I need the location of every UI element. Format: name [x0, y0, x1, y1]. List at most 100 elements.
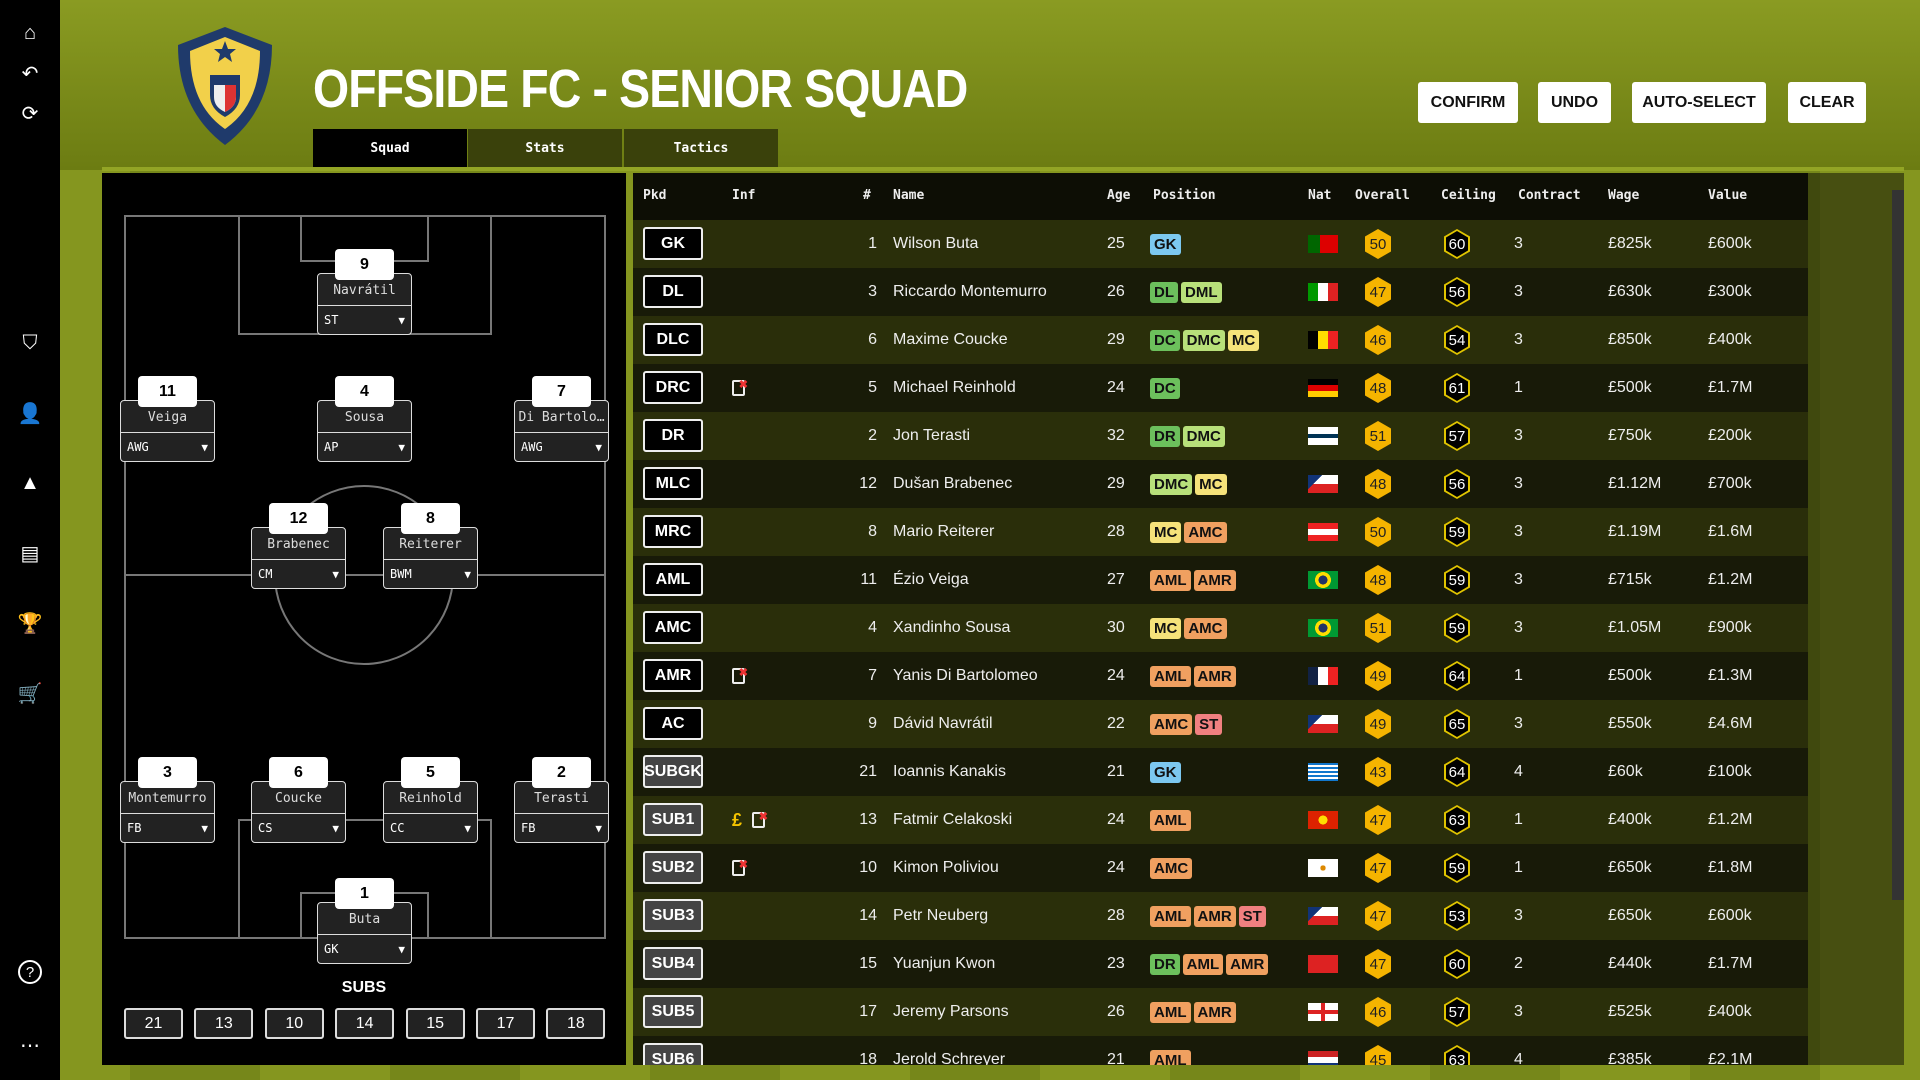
role-dropdown[interactable]: FB ▼: [515, 814, 608, 842]
sub-slot-button[interactable]: 18: [546, 1008, 606, 1039]
picked-slot-button[interactable]: SUB2: [643, 851, 703, 884]
picked-slot-button[interactable]: GK: [643, 227, 703, 260]
table-row[interactable]: GK 1 Wilson Buta 25 GK 50 60 3 £825k £60…: [633, 220, 1808, 268]
player-name[interactable]: Jerold Schreyer: [893, 1051, 1006, 1065]
player-name[interactable]: Yanis Di Bartolomeo: [893, 667, 1038, 684]
tab-tactics[interactable]: Tactics: [624, 129, 778, 168]
player-name[interactable]: Dušan Brabenec: [893, 475, 1013, 492]
player-name[interactable]: Jeremy Parsons: [893, 1003, 1009, 1020]
table-row[interactable]: AC 9 Dávid Navrátil 22 AMC ST 49 65 3 £55…: [633, 700, 1808, 748]
tab-stats[interactable]: Stats: [468, 129, 622, 168]
shield-icon[interactable]: ⛉: [22, 331, 38, 354]
column-header[interactable]: Name: [893, 188, 925, 203]
column-header[interactable]: Value: [1708, 188, 1748, 203]
picked-slot-button[interactable]: SUB4: [643, 947, 703, 980]
home-icon[interactable]: ⌂: [23, 21, 37, 44]
cart-icon[interactable]: 🛒: [17, 682, 43, 705]
help-icon[interactable]: ?: [18, 960, 42, 984]
clipboard-icon[interactable]: ▤: [20, 542, 40, 565]
picked-slot-button[interactable]: AMC: [643, 611, 703, 644]
table-row[interactable]: DR 2 Jon Terasti 32 DR DMC 51 57 3 £750k …: [633, 412, 1808, 460]
column-header[interactable]: #: [863, 188, 871, 203]
undo-button[interactable]: UNDO: [1538, 82, 1611, 123]
sub-slot-button[interactable]: 13: [194, 1008, 254, 1039]
picked-slot-button[interactable]: AC: [643, 707, 703, 740]
picked-slot-button[interactable]: AMR: [643, 659, 703, 692]
picked-slot-button[interactable]: DL: [643, 275, 703, 308]
sub-slot-button[interactable]: 21: [124, 1008, 183, 1039]
sub-slot-button[interactable]: 10: [264, 1008, 324, 1039]
table-row[interactable]: MRC 8 Mario Reiterer 28 MC AMC 50 59 3 £1…: [633, 508, 1808, 556]
table-row[interactable]: AMR ✖ 7 Yanis Di Bartolomeo 24 AML AMR 49…: [633, 652, 1808, 700]
picked-slot-button[interactable]: SUBGK: [643, 755, 703, 788]
table-row[interactable]: SUB3 14 Petr Neuberg 28 AML AMR ST 47 53 3…: [633, 892, 1808, 940]
table-row[interactable]: AML 11 Ézio Veiga 27 AML AMR 48 59 3 £715…: [633, 556, 1808, 604]
table-row[interactable]: SUB2 ✖ 10 Kimon Poliviou 24 AMC 47 59 1 …: [633, 844, 1808, 892]
column-header[interactable]: Ceiling: [1441, 188, 1496, 203]
column-header[interactable]: Contract: [1518, 188, 1581, 203]
picked-slot-button[interactable]: MRC: [643, 515, 703, 548]
role-dropdown[interactable]: GK ▼: [318, 935, 411, 963]
picked-slot-button[interactable]: DLC: [643, 323, 703, 356]
role-dropdown[interactable]: AWG ▼: [515, 433, 608, 461]
role-dropdown[interactable]: CS ▼: [252, 814, 345, 842]
role-dropdown[interactable]: CC ▼: [384, 814, 477, 842]
player-name[interactable]: Michael Reinhold: [893, 379, 1016, 396]
table-row[interactable]: AMC 4 Xandinho Sousa 30 MC AMC 51 59 3 £1…: [633, 604, 1808, 652]
role-dropdown[interactable]: CM ▼: [252, 560, 345, 588]
table-row[interactable]: SUB4 15 Yuanjun Kwon 23 DR AML AMR 47 60 2…: [633, 940, 1808, 988]
column-header[interactable]: Wage: [1608, 188, 1640, 203]
picked-slot-button[interactable]: DRC: [643, 371, 703, 404]
column-header[interactable]: Age: [1107, 188, 1131, 203]
auto-select-button[interactable]: AUTO-SELECT: [1632, 82, 1766, 123]
table-row[interactable]: DLC 6 Maxime Coucke 29 DC DMC MC 46 54 3 £…: [633, 316, 1808, 364]
training-cone-icon[interactable]: ▲: [20, 471, 40, 494]
role-dropdown[interactable]: FB ▼: [121, 814, 214, 842]
role-dropdown[interactable]: AWG ▼: [121, 433, 214, 461]
player-name[interactable]: Ézio Veiga: [893, 571, 969, 588]
sub-slot-button[interactable]: 15: [405, 1008, 465, 1039]
player-name[interactable]: Yuanjun Kwon: [893, 955, 996, 972]
role-dropdown[interactable]: AP ▼: [318, 433, 411, 461]
table-row[interactable]: MLC 12 Dušan Brabenec 29 DMC MC 48 56 3 £…: [633, 460, 1808, 508]
player-name[interactable]: Wilson Buta: [893, 235, 979, 252]
confirm-button[interactable]: CONFIRM: [1418, 82, 1518, 123]
column-header[interactable]: Pkd: [643, 188, 667, 203]
sub-slot-button[interactable]: 14: [335, 1008, 395, 1039]
table-row[interactable]: SUB5 17 Jeremy Parsons 26 AML AMR 46 57 3…: [633, 988, 1808, 1036]
picked-slot-button[interactable]: SUB5: [643, 995, 703, 1028]
table-row[interactable]: SUBGK 21 Ioannis Kanakis 21 GK 43 64 4 £…: [633, 748, 1808, 796]
picked-slot-button[interactable]: AML: [643, 563, 703, 596]
undo-icon[interactable]: ↶: [21, 62, 39, 85]
column-header[interactable]: Nat: [1308, 188, 1332, 203]
picked-slot-button[interactable]: SUB1: [643, 803, 703, 836]
player-name[interactable]: Dávid Navrátil: [893, 715, 993, 732]
player-name[interactable]: Jon Terasti: [893, 427, 971, 444]
picked-slot-button[interactable]: DR: [643, 419, 703, 452]
column-header[interactable]: Inf: [732, 188, 756, 203]
picked-slot-button[interactable]: SUB6: [643, 1043, 703, 1065]
player-name[interactable]: Riccardo Montemurro: [893, 283, 1047, 300]
table-row[interactable]: DL 3 Riccardo Montemurro 26 DL DML 47 56 …: [633, 268, 1808, 316]
tab-squad[interactable]: Squad: [313, 129, 467, 168]
player-name[interactable]: Maxime Coucke: [893, 331, 1008, 348]
player-name[interactable]: Mario Reiterer: [893, 523, 995, 540]
picked-slot-button[interactable]: MLC: [643, 467, 703, 500]
user-transfer-icon[interactable]: 👤: [17, 402, 43, 425]
more-icon[interactable]: ⋯: [20, 1034, 40, 1057]
refresh-icon[interactable]: ⟳: [21, 102, 39, 125]
table-scrollbar[interactable]: [1892, 190, 1904, 900]
table-row[interactable]: SUB6 18 Jerold Schreyer 21 AML 45 63 4 £…: [633, 1036, 1808, 1065]
player-name[interactable]: Xandinho Sousa: [893, 619, 1011, 636]
trophy-icon[interactable]: 🏆: [17, 612, 43, 635]
table-row[interactable]: SUB1 £ ✖ 13 Fatmir Celakoski 24 AML 47 63…: [633, 796, 1808, 844]
column-header[interactable]: Position: [1153, 188, 1216, 203]
table-row[interactable]: DRC ✖ 5 Michael Reinhold 24 DC 48 61 1 £…: [633, 364, 1808, 412]
role-dropdown[interactable]: BWM ▼: [384, 560, 477, 588]
column-header[interactable]: Overall: [1355, 188, 1410, 203]
player-name[interactable]: Fatmir Celakoski: [893, 811, 1013, 828]
clear-button[interactable]: CLEAR: [1788, 82, 1866, 123]
sub-slot-button[interactable]: 17: [476, 1008, 535, 1039]
player-name[interactable]: Kimon Poliviou: [893, 859, 999, 876]
picked-slot-button[interactable]: SUB3: [643, 899, 703, 932]
